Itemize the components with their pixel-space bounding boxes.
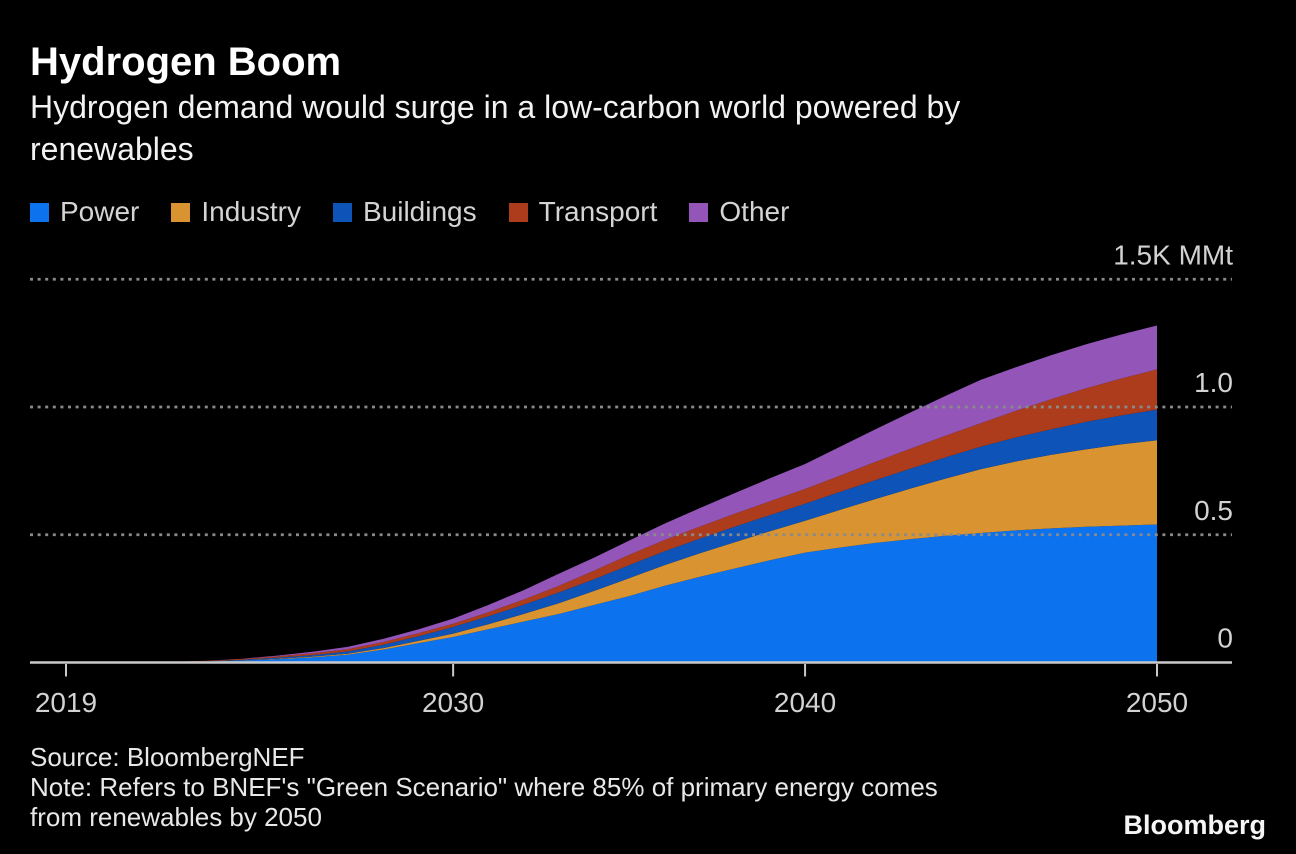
legend-swatch-other <box>689 202 709 222</box>
source-text: Source: BloombergNEF <box>30 742 305 772</box>
x-axis-label-2040: 2040 <box>774 687 836 718</box>
area-power <box>66 524 1157 663</box>
x-axis-label-2050: 2050 <box>1126 687 1188 718</box>
chart-footer: Source: BloombergNEF Note: Refers to BNE… <box>30 742 938 832</box>
legend-label: Power <box>60 196 140 227</box>
legend-item-industry[interactable]: Industry <box>171 196 301 228</box>
legend-label: Buildings <box>362 196 477 227</box>
area-other <box>66 325 1157 663</box>
note-text-line-1: Note: Refers to BNEF's "Green Scenario" … <box>30 772 938 802</box>
legend-item-power[interactable]: Power <box>30 196 139 228</box>
y-axis-label-0.5: 0.5 <box>1194 495 1233 526</box>
legend-swatch-industry <box>171 202 191 222</box>
page-title: Hydrogen Boom <box>30 40 342 84</box>
y-axis-label-0: 0 <box>1217 623 1233 654</box>
legend-label: Other <box>719 196 790 227</box>
area-industry <box>66 440 1157 663</box>
x-axis-label-2019: 2019 <box>35 687 97 718</box>
legend-item-other[interactable]: Other <box>689 196 789 228</box>
bloomberg-logo: Bloomberg <box>1123 810 1266 840</box>
x-axis-label-2030: 2030 <box>422 687 484 718</box>
legend-item-buildings[interactable]: Buildings <box>332 196 477 228</box>
chart-subtitle-line-1: Hydrogen demand would surge in a low-car… <box>30 89 961 125</box>
area-buildings <box>66 409 1157 663</box>
chart-subtitle-line-2: renewables <box>30 131 194 167</box>
legend-swatch-power <box>30 202 49 222</box>
legend-item-transport[interactable]: Transport <box>508 196 658 228</box>
legend-label: Transport <box>538 196 658 227</box>
chart-subtitle: Hydrogen demand would surge in a low-car… <box>30 86 960 170</box>
note-text-line-2: from renewables by 2050 <box>30 802 322 832</box>
legend-swatch-transport <box>508 202 528 222</box>
legend-swatch-buildings <box>332 202 352 222</box>
legend-label: Industry <box>201 196 301 227</box>
chart-legend: Power Industry Buildings Transport Other <box>30 196 789 228</box>
y-axis-label-1: 1.0 <box>1194 367 1233 398</box>
y-axis-label-1.5: 1.5K MMt <box>1113 239 1233 270</box>
